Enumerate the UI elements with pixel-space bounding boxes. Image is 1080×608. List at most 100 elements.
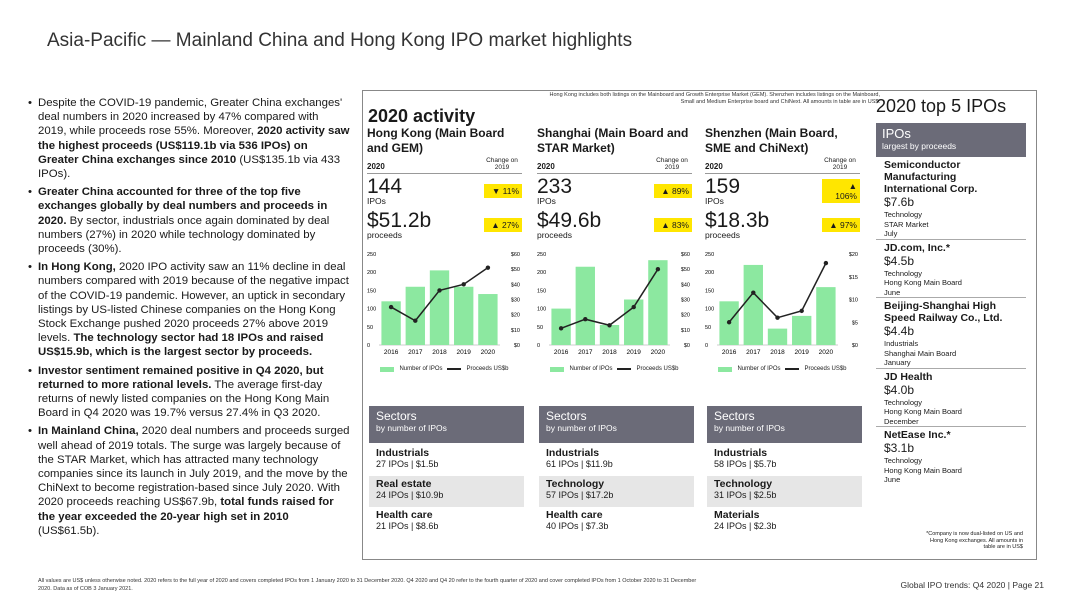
y-tick-right: $0 [514,343,520,349]
bar-ipos [575,266,595,345]
y-tick-right: $20 [511,313,520,319]
ipo-sector: Industrials [884,339,919,348]
ipo-value: $4.5b [884,253,915,268]
bullet-text: The technology sector had 18 IPOs and ra… [38,332,324,359]
bullet-item: In Hong Kong, 2020 IPO activity saw an 1… [28,260,350,359]
x-tick-label: 2019 [456,349,471,356]
top-ipo-item: Beijing-Shanghai High Speed Railway Co.,… [876,298,1026,369]
x-tick-label: 2020 [651,349,666,356]
proceeds-point [631,304,636,310]
sector-name: Health care [546,509,603,521]
y-tick-left: 200 [537,270,546,276]
y-tick-left: 0 [537,343,540,349]
legend-line-label: Proceeds US$b [636,366,679,372]
ipos-value: 233 [537,174,573,198]
bar-ipos [405,286,425,345]
x-tick-label: 2020 [481,349,496,356]
x-tick-label: 2018 [602,349,617,356]
proceeds-metric: $51.2b proceeds ▲ 27% [367,208,522,242]
footer-note: All values are US$ unless otherwise note… [38,578,697,592]
x-tick-label: 2019 [794,349,809,356]
bullet-text: 2020 IPO activity saw an 11% decline in … [38,261,349,345]
market-column: Shenzhen (Main Board, SME and ChiNext) 20… [705,126,860,372]
proceeds-point [583,317,588,322]
y-tick-right: $30 [511,298,520,304]
legend-bar-label: Number of IPOs [737,366,781,372]
y-tick-left: 50 [537,325,543,331]
ipo-sector: Technology [884,397,922,407]
legend-line-swatch [447,368,462,370]
y-tick-right: $30 [681,298,690,304]
proceeds-line [728,262,827,323]
y-tick-left: 200 [367,270,376,276]
sector-detail: 61 IPOs | $11.9b [546,459,613,469]
proceeds-change-badge: ▲ 83% [654,218,692,232]
bullet-text: (US$61.5b). [38,524,100,537]
legend-bar-swatch [550,366,565,372]
proceeds-change-badge: ▲ 97% [822,218,860,232]
ipos-value-block: 159 IPOs [705,176,740,206]
sector-name: Technology [714,478,773,490]
sector-name: Technology [546,478,605,490]
sector-name: Real estate [376,478,432,490]
proceeds-line [560,268,659,330]
ipo-month: January [884,358,911,367]
sectors-header: Sectors by number of IPOs [707,406,862,443]
proceeds-point [388,304,394,310]
bar-ipos [429,270,450,345]
ipo-month: June [884,475,901,484]
top-ipo-item: JD.com, Inc.* $4.5b Technology Hong Kong Ma… [876,240,1026,298]
legend-bar-label: Number of IPOs [569,366,613,372]
proceeds-point [437,288,442,293]
ipo-month: December [884,416,919,426]
sector-item: Health care 21 IPOs | $8.6b [369,507,524,538]
sectors-title: Sectors [376,409,417,423]
bullet-text: 2020 deal numbers and proceeds surged we… [38,425,350,509]
proceeds-point [726,320,732,325]
ipo-market: Hong Kong Main Board [884,465,962,475]
proceeds-metric: $18.3b proceeds ▲ 97% [705,208,860,242]
bullet-text: Investor sentiment remained positive in … [38,364,324,391]
activity-frame [362,90,1037,560]
ipo-market: STAR Market [884,219,929,229]
bar-ipos [454,286,474,345]
market-title: Shenzhen (Main Board, SME and ChiNext) [705,126,838,155]
proceeds-point [751,290,756,295]
sector-item: Health care 40 IPOs | $7.3b [539,507,694,538]
sector-detail: 24 IPOs | $10.9b [376,490,444,500]
sectors-sub: by number of IPOs [714,423,785,433]
bullet-text: In Hong Kong, [38,261,116,274]
legend-bar-swatch [380,366,395,372]
proceeds-point [461,282,466,287]
y-tick-left: 50 [367,325,373,331]
x-tick-label: 2017 [408,349,423,356]
sectors-sub: by number of IPOs [376,423,447,433]
change-label: Change on 2019 [824,157,856,171]
change-label: Change on 2019 [486,157,518,171]
y-tick-left: 200 [705,270,714,276]
sector-detail: 24 IPOs | $2.3b [714,521,777,531]
ipo-chart: 0 50 100 150 200 250 $0 $10 $20 $30 $40 $50 $60 2016 2… [367,252,520,356]
proceeds-value: $18.3b [705,208,770,232]
bullet-text: Greater China accounted for three of the… [38,186,328,227]
ipos-metric: 233 IPOs ▲ 89% [537,174,692,208]
ipo-chart: 0 50 100 150 200 250 $0 $10 $20 $30 $40 $50 $60 2016 2… [537,252,690,356]
sector-item: Materials 24 IPOs | $2.3b [707,507,862,538]
sector-name: Materials [714,509,760,521]
ipo-market: Hong Kong Main Board [884,407,962,416]
ipos-value-block: 144 IPOs [367,176,402,206]
sector-name: Health care [376,509,433,521]
x-tick-label: 2017 [578,349,593,356]
year-row: 2020 Change on 2019 [367,157,522,174]
y-tick-left: 100 [537,307,546,313]
legend-bar-label: Number of IPOs [399,366,443,372]
proceeds-point [413,318,418,323]
top-ipo-item: JD Health $4.0b Technology Hong Kong Main B… [876,369,1026,427]
bar-ipos [478,294,498,345]
sector-detail: 40 IPOs | $7.3b [546,521,609,531]
y-tick-left: 0 [367,343,370,349]
bullet-item: Despite the COVID-19 pandemic, Greater C… [28,96,350,181]
y-tick-left: 250 [367,252,376,258]
bullet-item: In Mainland China, 2020 deal numbers and… [28,424,350,538]
proceeds-point [558,326,564,331]
